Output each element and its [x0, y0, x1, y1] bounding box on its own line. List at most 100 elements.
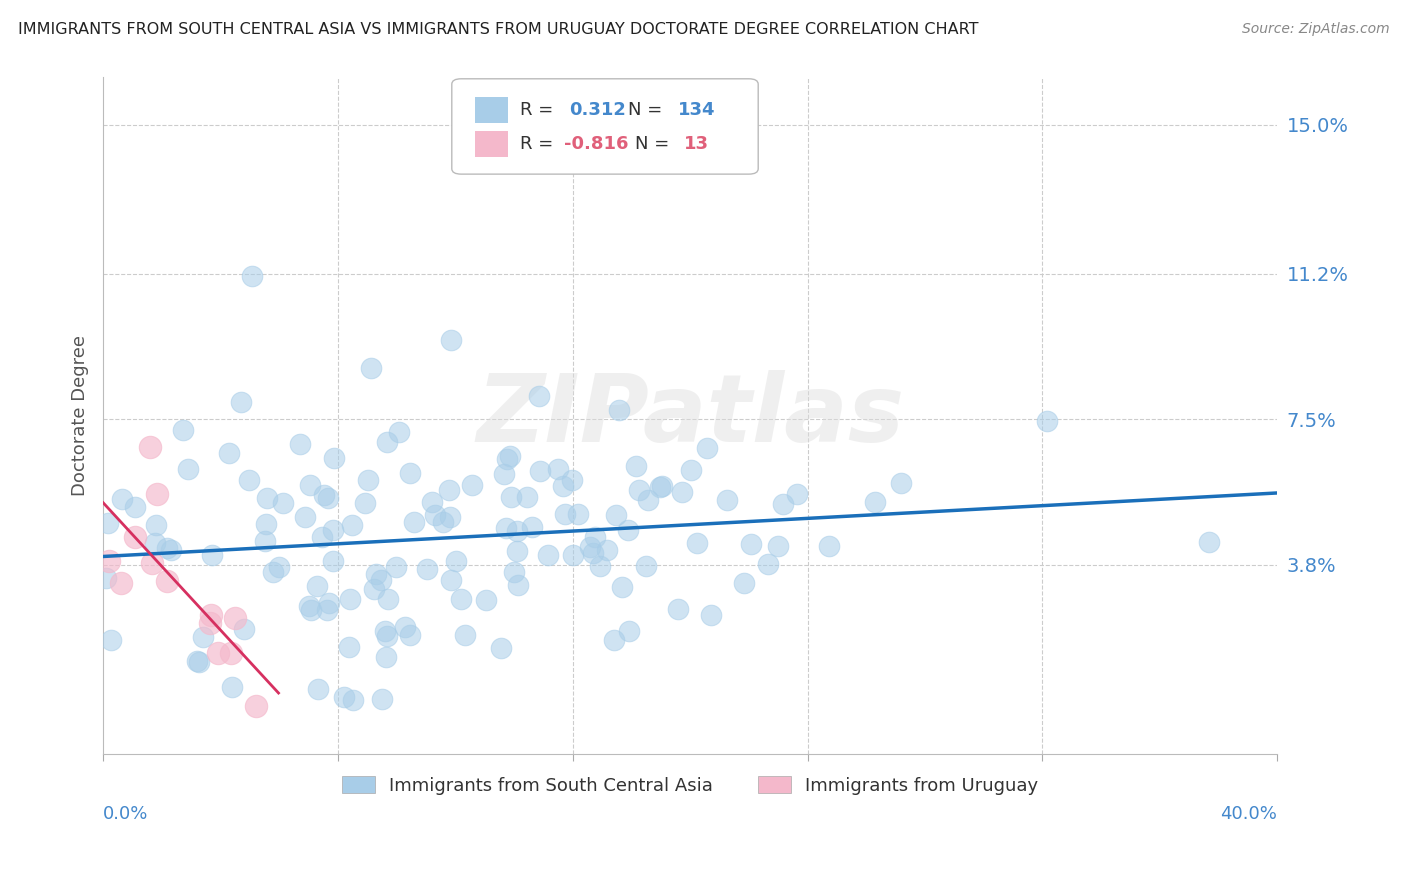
Point: [160, 542, 183, 557]
Point: [299, 603, 322, 617]
Point: [399, 466, 422, 480]
Point: [617, 523, 640, 537]
Point: [582, 546, 605, 560]
Point: [156, 541, 179, 556]
Point: [651, 478, 673, 492]
Point: [628, 483, 651, 497]
Text: R =: R =: [520, 135, 560, 153]
Point: [626, 458, 648, 473]
Point: [139, 440, 162, 454]
Point: [440, 574, 463, 588]
Point: [671, 484, 693, 499]
Point: [267, 559, 290, 574]
Point: [308, 681, 330, 696]
Point: [607, 403, 630, 417]
Point: [503, 565, 526, 579]
Point: [700, 608, 723, 623]
Point: [1035, 413, 1057, 427]
Point: [110, 576, 132, 591]
Point: [337, 640, 360, 655]
Text: -0.816: -0.816: [564, 135, 628, 153]
Text: 0.312: 0.312: [569, 101, 626, 119]
Point: [506, 524, 529, 538]
Point: [666, 602, 689, 616]
Text: N =: N =: [636, 135, 675, 153]
Point: [495, 521, 517, 535]
Point: [733, 576, 755, 591]
Point: [772, 497, 794, 511]
Point: [583, 530, 606, 544]
Point: [454, 628, 477, 642]
Point: [551, 479, 574, 493]
Point: [240, 269, 263, 284]
Point: [323, 450, 346, 465]
Point: [124, 500, 146, 514]
Point: [529, 464, 551, 478]
Point: [474, 593, 496, 607]
Point: [219, 646, 242, 660]
Point: [758, 558, 780, 572]
Point: [294, 509, 316, 524]
Point: [141, 556, 163, 570]
Point: [385, 559, 408, 574]
Point: [100, 632, 122, 647]
Text: 40.0%: 40.0%: [1220, 805, 1277, 822]
Point: [579, 540, 602, 554]
Point: [322, 523, 344, 537]
Point: [461, 477, 484, 491]
Point: [561, 473, 583, 487]
Point: [256, 491, 278, 505]
Point: [340, 518, 363, 533]
Point: [696, 442, 718, 456]
Point: [516, 491, 538, 505]
Point: [740, 537, 762, 551]
Text: IMMIGRANTS FROM SOUTH CENTRAL ASIA VS IMMIGRANTS FROM URUGUAY DOCTORATE DEGREE C: IMMIGRANTS FROM SOUTH CENTRAL ASIA VS IM…: [18, 22, 979, 37]
Point: [423, 508, 446, 522]
Point: [605, 508, 627, 522]
Point: [207, 646, 229, 660]
Point: [394, 620, 416, 634]
Point: [218, 446, 240, 460]
Point: [298, 599, 321, 614]
Text: R =: R =: [520, 101, 560, 119]
Point: [97, 516, 120, 530]
Point: [245, 698, 267, 713]
Point: [537, 549, 560, 563]
Point: [527, 389, 550, 403]
Text: ZIPatlas: ZIPatlas: [477, 369, 904, 461]
Point: [440, 334, 463, 348]
Point: [432, 515, 454, 529]
Point: [312, 488, 335, 502]
Point: [315, 603, 337, 617]
Point: [333, 690, 356, 705]
Point: [496, 451, 519, 466]
Point: [156, 574, 179, 588]
Point: [375, 434, 398, 449]
Point: [388, 425, 411, 439]
Point: [145, 518, 167, 533]
Point: [198, 616, 221, 631]
Point: [221, 680, 243, 694]
Text: Source: ZipAtlas.com: Source: ZipAtlas.com: [1241, 22, 1389, 37]
Point: [288, 437, 311, 451]
Point: [96, 571, 118, 585]
Point: [311, 530, 333, 544]
Point: [596, 543, 619, 558]
Point: [371, 692, 394, 706]
Point: [404, 515, 426, 529]
Point: [254, 517, 277, 532]
Point: [416, 561, 439, 575]
Point: [111, 491, 134, 506]
Point: [679, 463, 702, 477]
Point: [444, 553, 467, 567]
Point: [357, 473, 380, 487]
Point: [370, 573, 392, 587]
Point: [322, 554, 344, 568]
Point: [377, 591, 399, 606]
FancyBboxPatch shape: [475, 131, 508, 157]
Point: [450, 591, 472, 606]
Point: [637, 492, 659, 507]
Point: [254, 533, 277, 548]
Point: [818, 540, 841, 554]
Point: [716, 493, 738, 508]
